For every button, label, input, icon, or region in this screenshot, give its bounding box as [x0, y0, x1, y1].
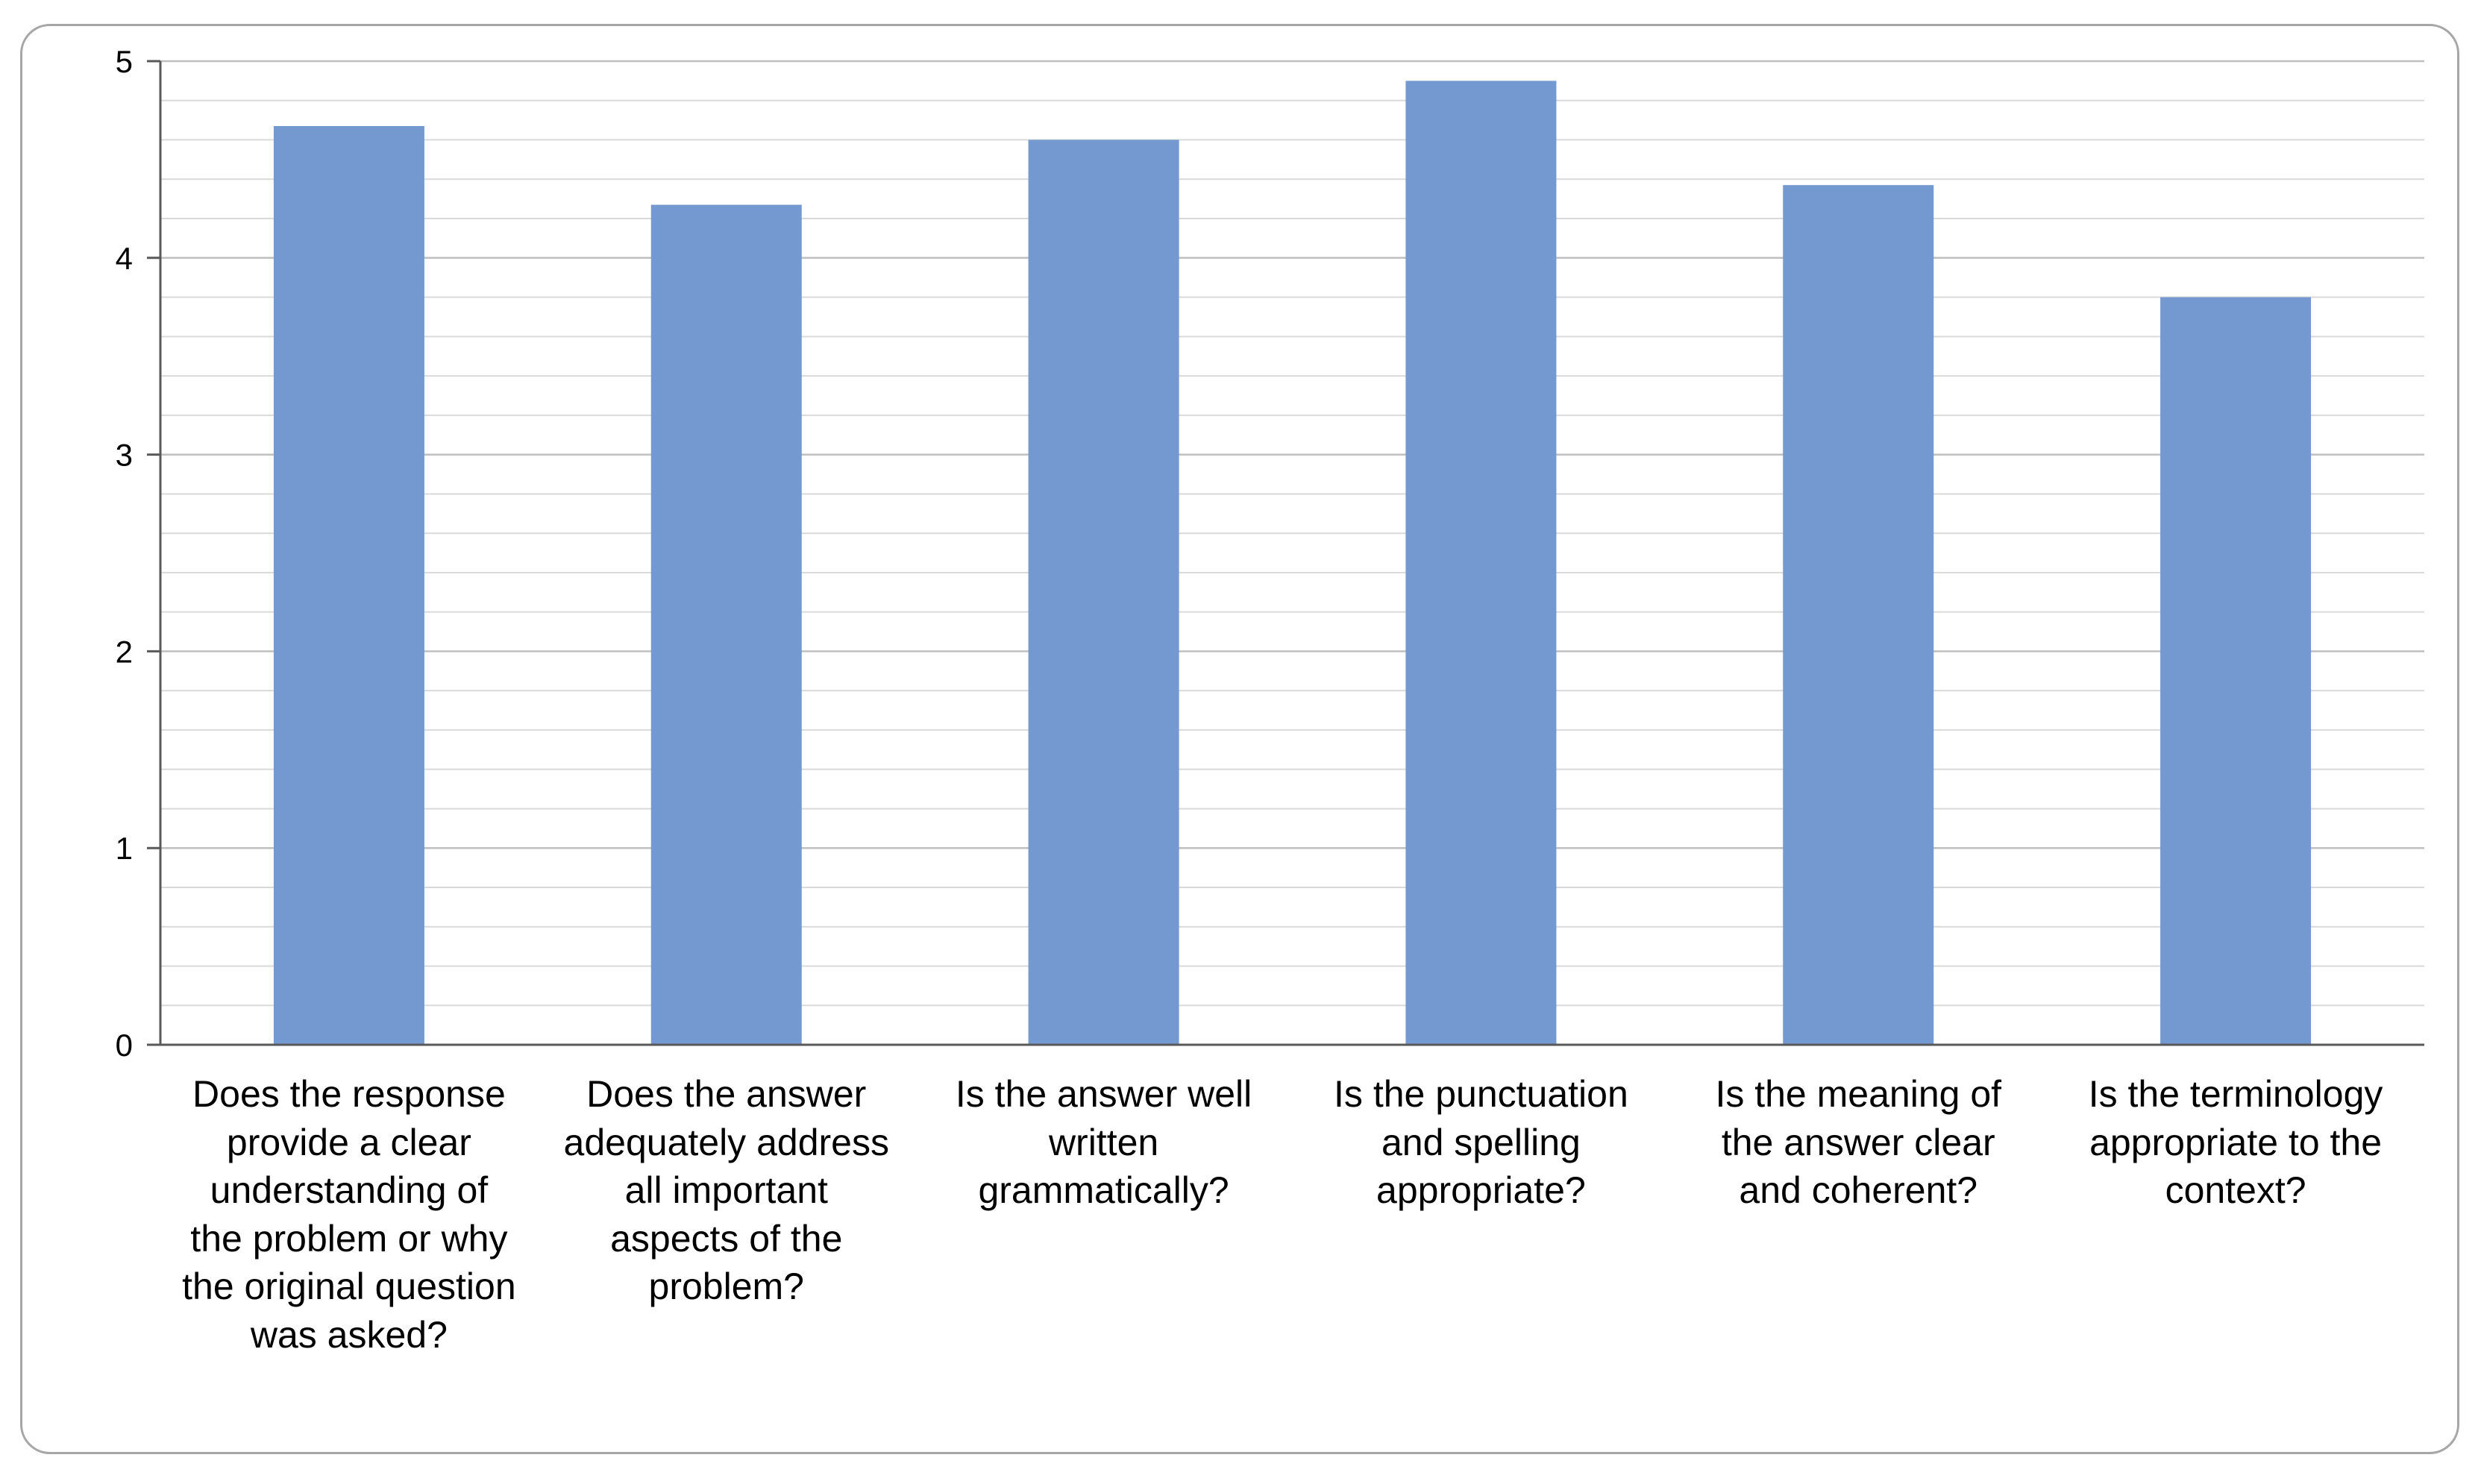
x-tick-label: Is the answer well written grammatically?	[914, 1070, 1294, 1215]
x-tick-label-line: appropriate to the	[2089, 1121, 2383, 1163]
x-tick-label-line: understanding of	[210, 1169, 489, 1211]
x-tick-label-line: written	[1048, 1121, 1159, 1163]
x-tick-label-line: Is the meaning of	[1715, 1073, 2002, 1115]
x-tick-label-line: Is the answer well	[955, 1073, 1252, 1115]
y-tick-label: 3	[116, 438, 133, 473]
y-tick-label: 4	[116, 241, 133, 276]
x-tick-label-line: and coherent?	[1739, 1169, 1978, 1211]
bar	[650, 204, 802, 1046]
x-tick-label-line: and spelling	[1381, 1121, 1581, 1163]
x-tick-label-line: Does the answer	[586, 1073, 867, 1115]
x-tick-label-line: the answer clear	[1721, 1121, 1995, 1163]
y-tick-label: 5	[116, 44, 133, 79]
y-tick-label: 1	[116, 831, 133, 866]
x-tick-label-line: adequately address	[563, 1121, 889, 1163]
bar	[1405, 81, 1557, 1045]
bar	[273, 126, 424, 1046]
x-tick-label-line: Does the response	[192, 1073, 506, 1115]
bar	[1783, 185, 1934, 1046]
x-tick-label: Is the terminology appropriate to the cont…	[2045, 1070, 2426, 1215]
y-tick-label: 0	[116, 1028, 133, 1063]
x-tick-label-line: was asked?	[250, 1313, 448, 1356]
x-tick-label-line: context?	[2165, 1169, 2306, 1211]
x-tick-label-line: all important	[624, 1169, 828, 1211]
x-tick-label-line: grammatically?	[978, 1169, 1229, 1211]
x-tick-label: Does the response provide a clear understa…	[159, 1070, 539, 1359]
x-tick-label-line: provide a clear	[226, 1121, 471, 1163]
x-tick-label-line: the problem or why	[190, 1217, 508, 1260]
x-tick-label: Is the punctuation and spelling appropriat…	[1290, 1070, 1671, 1215]
x-tick-label-line: aspects of the	[610, 1217, 843, 1260]
bar	[2160, 297, 2312, 1045]
x-tick-label-line: Is the punctuation	[1334, 1073, 1628, 1115]
x-tick-label-line: appropriate?	[1376, 1169, 1586, 1211]
x-tick-label: Does the answer adequately address all imp…	[536, 1070, 917, 1311]
x-tick-label-line: the original question	[182, 1266, 516, 1307]
x-tick-label-line: problem?	[648, 1266, 804, 1307]
chart-frame	[20, 24, 2459, 1454]
x-tick-label-line: Is the terminology	[2088, 1073, 2383, 1115]
bar	[1028, 139, 1179, 1045]
y-tick-label: 2	[116, 634, 133, 669]
x-tick-label: Is the meaning of the answer clear and coh…	[1668, 1070, 2048, 1215]
